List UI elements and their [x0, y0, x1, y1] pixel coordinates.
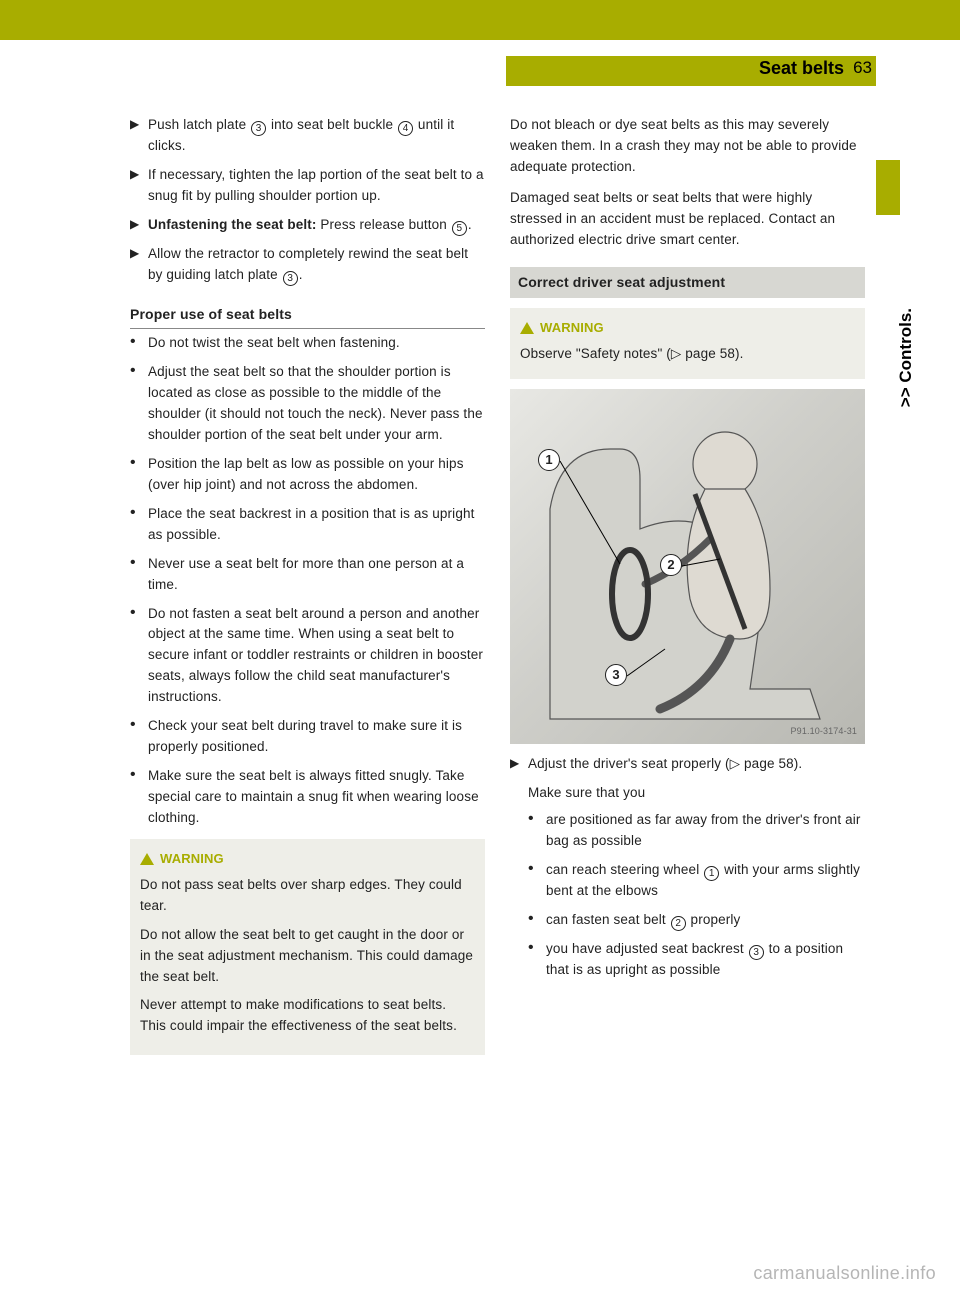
bullet-item: •Do not fasten a seat belt around a pers… [130, 604, 485, 709]
warning-label-text: WARNING [160, 849, 224, 869]
bullet-text: Make sure the seat belt is always fitted… [148, 766, 485, 829]
step-text: Allow the retractor to completely rewind… [148, 244, 485, 286]
bullet-icon: • [528, 810, 546, 852]
step-text: If necessary, tighten the lap portion of… [148, 165, 485, 207]
step-text: Push latch plate 3 into seat belt buckle… [148, 115, 485, 157]
left-column: ▶Push latch plate 3 into seat belt buckl… [130, 115, 485, 1055]
side-label: >> Controls. [896, 308, 916, 407]
right-column: Do not bleach or dye seat belts as this … [510, 115, 865, 989]
warning-text: Observe "Safety notes" (▷ page 58). [520, 344, 855, 365]
sub-bullet-item: •you have adjusted seat backrest 3 to a … [528, 939, 865, 981]
bullet-icon: • [130, 716, 148, 758]
instruction-step: ▶Allow the retractor to completely rewin… [130, 244, 485, 286]
bullet-text: Do not fasten a seat belt around a perso… [148, 604, 485, 709]
step-arrow-icon: ▶ [130, 215, 148, 236]
after-steps: ▶Adjust the driver's seat properly (▷ pa… [510, 754, 865, 775]
bullet-icon: • [528, 939, 546, 981]
side-tab [876, 160, 900, 215]
bullet-item: •Never use a seat belt for more than one… [130, 554, 485, 596]
bullet-icon: • [130, 362, 148, 446]
bullet-item: •Check your seat belt during travel to m… [130, 716, 485, 758]
bullet-icon: • [130, 504, 148, 546]
warning-triangle-icon [140, 853, 154, 865]
driver-seat-illustration: 1 2 3 P91.10-3174-31 [510, 389, 865, 744]
bullet-text: Never use a seat belt for more than one … [148, 554, 485, 596]
sub-bullet-item: •can fasten seat belt 2 properly [528, 910, 865, 931]
bullet-item: •Make sure the seat belt is always fitte… [130, 766, 485, 829]
bullet-item: •Place the seat backrest in a position t… [130, 504, 485, 546]
instruction-step: ▶Push latch plate 3 into seat belt buckl… [130, 115, 485, 157]
step-text: Unfastening the seat belt: Press release… [148, 215, 485, 236]
sub-bullet-list: •are positioned as far away from the dri… [528, 810, 865, 981]
warning-label: WARNING [520, 318, 855, 338]
warning-para: Do not pass seat belts over sharp edges.… [140, 875, 475, 917]
bullet-text: Check your seat belt during travel to ma… [148, 716, 485, 758]
step-arrow-icon: ▶ [130, 244, 148, 286]
instruction-step: ▶Unfastening the seat belt: Press releas… [130, 215, 485, 236]
bullet-icon: • [528, 860, 546, 902]
bullet-text: Position the lap belt as low as possible… [148, 454, 485, 496]
sub-bullet-text: can fasten seat belt 2 properly [546, 910, 865, 931]
warning-label-text: WARNING [540, 318, 604, 338]
sub-bullet-item: •can reach steering wheel 1 with your ar… [528, 860, 865, 902]
sub-bullet-text: are positioned as far away from the driv… [546, 810, 865, 852]
step-list: ▶Push latch plate 3 into seat belt buckl… [130, 115, 485, 286]
top-accent-bar [0, 0, 960, 40]
bullet-icon: • [528, 910, 546, 931]
bullet-text: Do not twist the seat belt when fastenin… [148, 333, 485, 354]
sub-bullet-text: can reach steering wheel 1 with your arm… [546, 860, 865, 902]
bullet-icon: • [130, 766, 148, 829]
make-sure-text: Make sure that you [528, 783, 865, 804]
step-arrow-icon: ▶ [130, 165, 148, 207]
bullet-icon: • [130, 454, 148, 496]
warning-para: Do not allow the seat belt to get caught… [140, 925, 475, 988]
instruction-step: ▶Adjust the driver's seat properly (▷ pa… [510, 754, 865, 775]
intro-para: Do not bleach or dye seat belts as this … [510, 115, 865, 178]
subheading-proper-use: Proper use of seat belts [130, 304, 485, 330]
bullet-item: •Position the lap belt as low as possibl… [130, 454, 485, 496]
bullet-text: Adjust the seat belt so that the shoulde… [148, 362, 485, 446]
instruction-step: ▶If necessary, tighten the lap portion o… [130, 165, 485, 207]
warning-triangle-icon [520, 322, 534, 334]
warning-para: Never attempt to make modifications to s… [140, 995, 475, 1037]
driver-figure-svg [510, 389, 865, 744]
intro-para: Damaged seat belts or seat belts that we… [510, 188, 865, 251]
warning-label: WARNING [140, 849, 475, 869]
bullet-item: •Do not twist the seat belt when fasteni… [130, 333, 485, 354]
step-arrow-icon: ▶ [130, 115, 148, 157]
image-id: P91.10-3174-31 [791, 725, 857, 739]
section-title: Seat belts [759, 58, 844, 79]
watermark: carmanualsonline.info [753, 1263, 936, 1284]
bullet-list: •Do not twist the seat belt when fasteni… [130, 333, 485, 828]
bullet-icon: • [130, 554, 148, 596]
step-text: Adjust the driver's seat properly (▷ pag… [528, 754, 865, 775]
bullet-icon: • [130, 333, 148, 354]
bullet-icon: • [130, 604, 148, 709]
sub-bullet-text: you have adjusted seat backrest 3 to a p… [546, 939, 865, 981]
sub-bullet-item: •are positioned as far away from the dri… [528, 810, 865, 852]
warning-box-left: WARNING Do not pass seat belts over shar… [130, 839, 485, 1056]
bullet-text: Place the seat backrest in a position th… [148, 504, 485, 546]
warning-box-right: WARNING Observe "Safety notes" (▷ page 5… [510, 308, 865, 379]
step-arrow-icon: ▶ [510, 754, 528, 775]
section-heading-correct-driver: Correct driver seat adjustment [510, 267, 865, 299]
page-number: 63 [853, 58, 872, 78]
bullet-item: •Adjust the seat belt so that the should… [130, 362, 485, 446]
